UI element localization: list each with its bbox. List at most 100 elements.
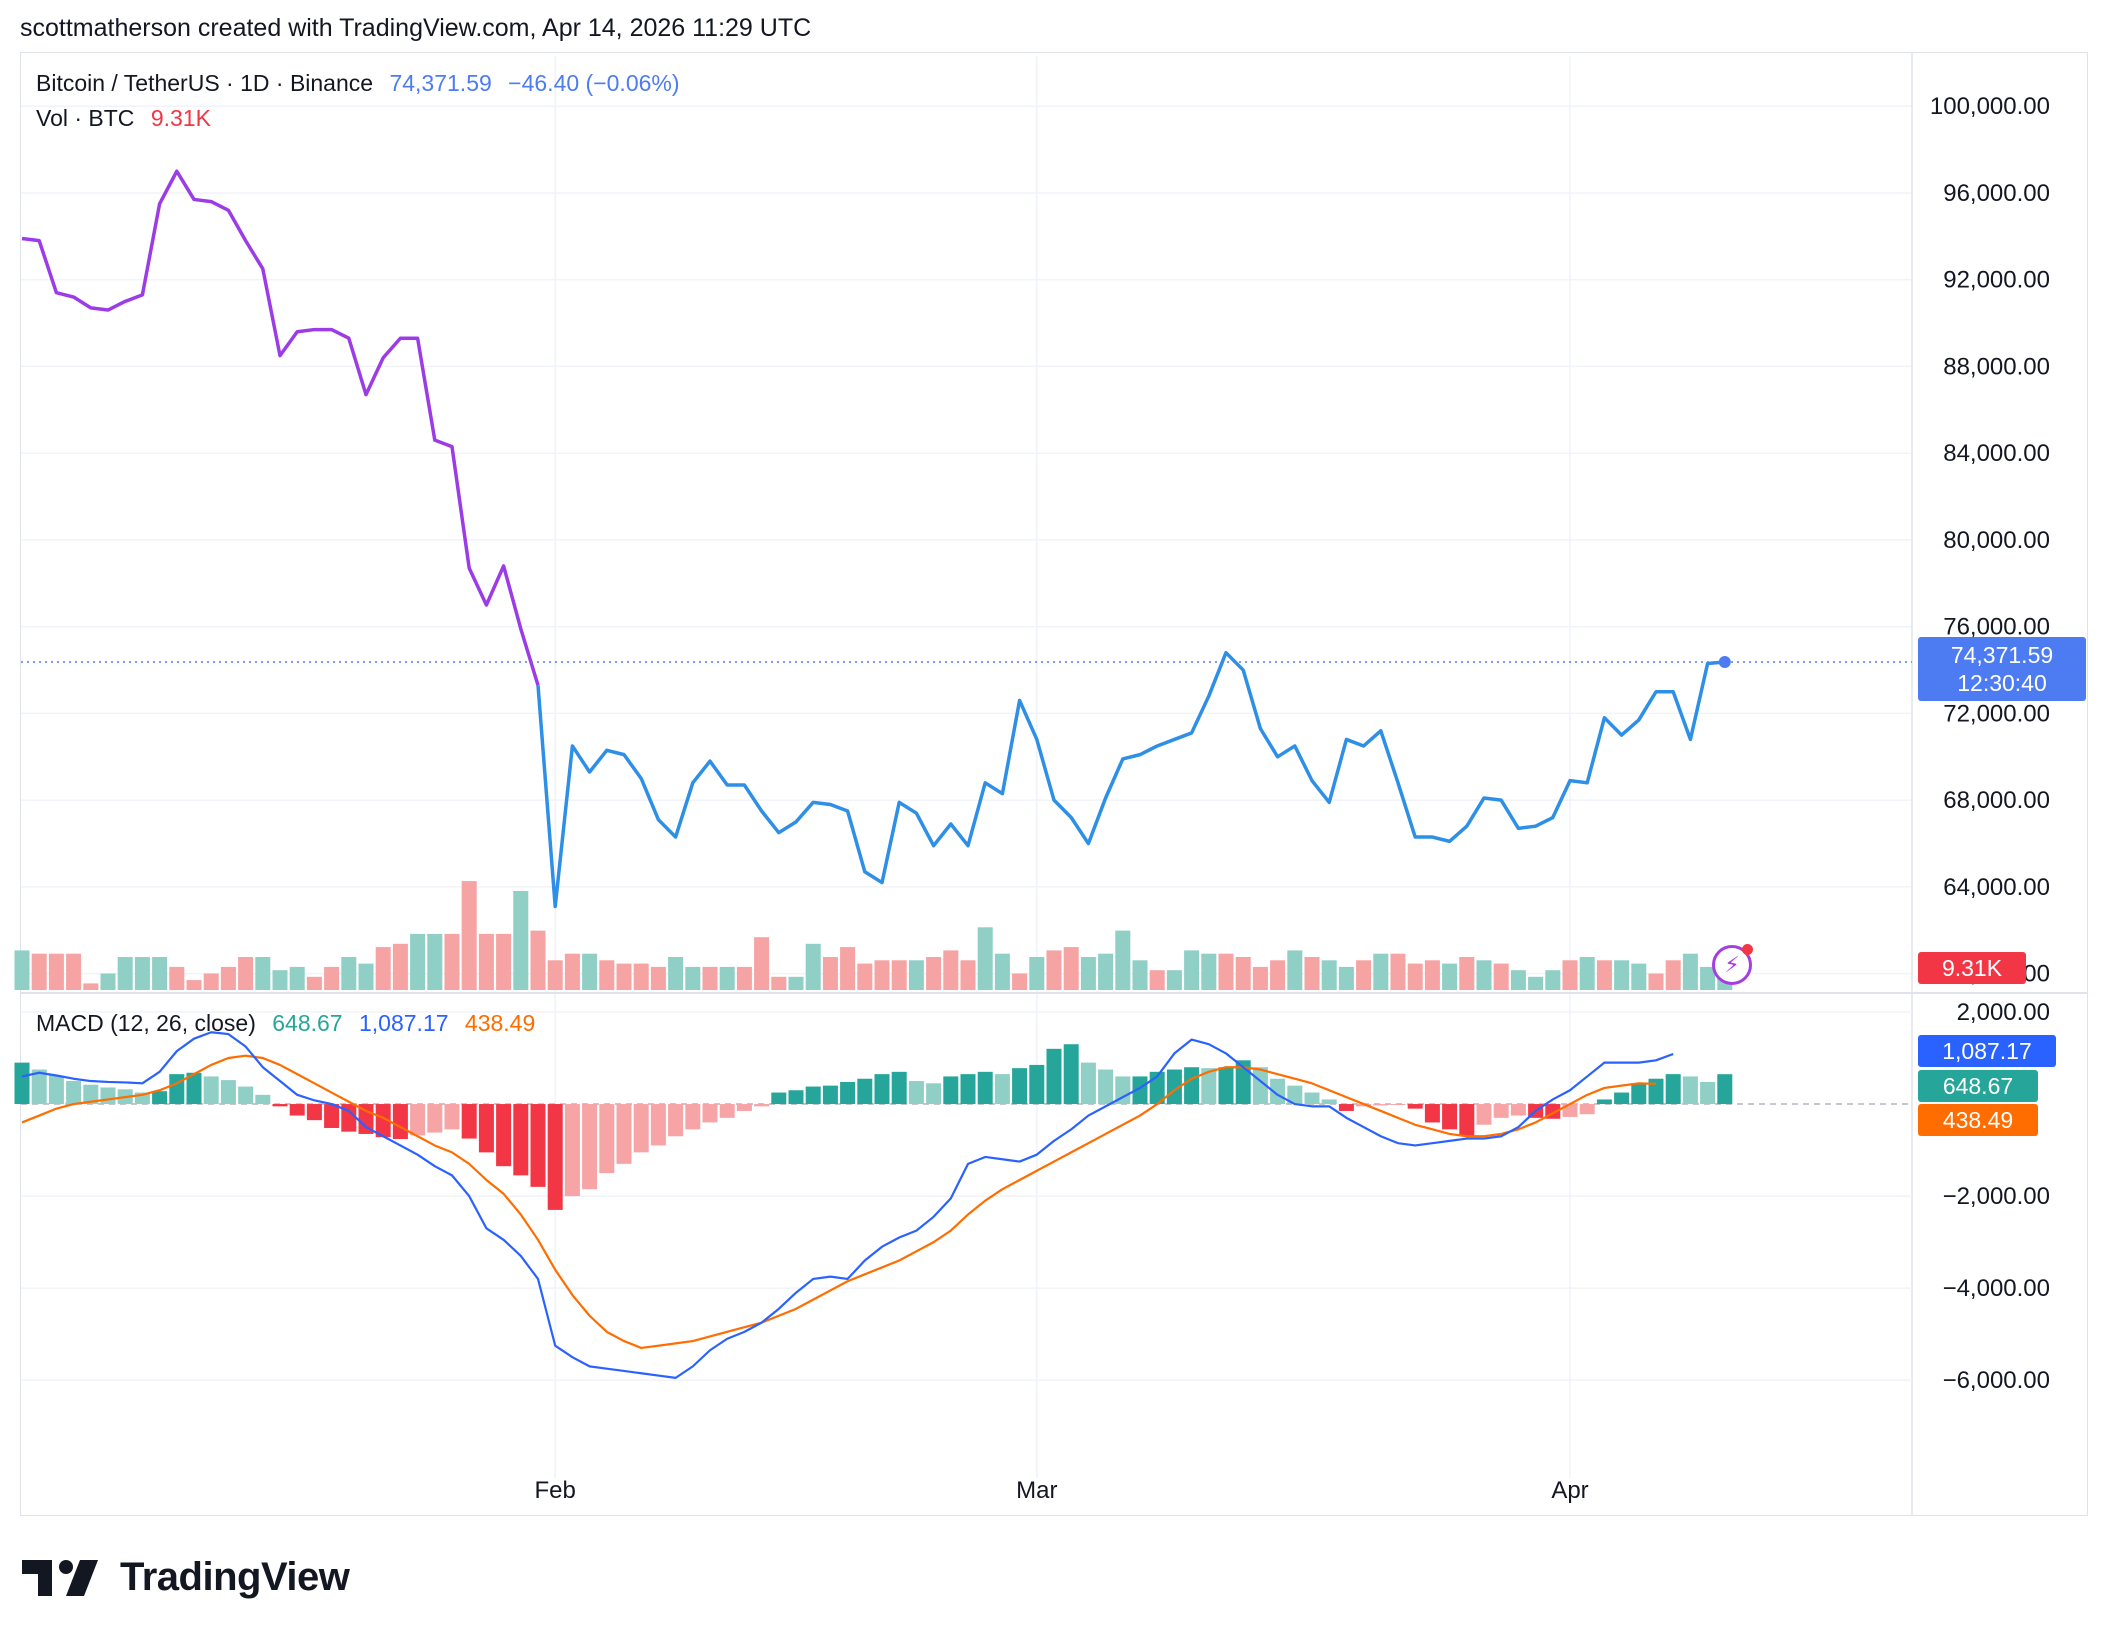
volume-bar (410, 933, 426, 990)
macd-histogram-bar (616, 1104, 632, 1164)
volume-bar (1545, 970, 1561, 990)
macd-histogram-bar (547, 1104, 563, 1210)
volume-bar (582, 953, 598, 990)
price-tick-label: 76,000.00 (1943, 614, 2050, 641)
volume-bar (736, 966, 752, 990)
macd-line-badge: 1,087.17 (1918, 1035, 2056, 1067)
macd-histogram-bar (100, 1087, 116, 1105)
macd-histogram-bar (1459, 1104, 1475, 1137)
macd-histogram-bar (444, 1104, 460, 1130)
volume-bar (805, 943, 821, 990)
macd-line (21, 1031, 1674, 1379)
macd-tick-label: −6,000.00 (1943, 1367, 2050, 1394)
volume-legend[interactable]: Vol · BTC 9.31K (36, 105, 221, 132)
macd-title[interactable]: MACD (12, 26, close) (36, 1010, 256, 1036)
price-tick-label: 64,000.00 (1943, 874, 2050, 901)
volume-bar (702, 966, 718, 990)
macd-histogram-bar (994, 1074, 1010, 1105)
macd-histogram-bar (341, 1104, 357, 1132)
volume-bar (1665, 960, 1681, 990)
volume-bar (1098, 953, 1114, 990)
macd-histogram-bar (668, 1104, 684, 1137)
price-line-early (21, 169, 540, 686)
price-line-late (536, 650, 1725, 909)
macd-histogram-bar (375, 1104, 391, 1138)
macd-histogram-bar (461, 1104, 477, 1139)
macd-tick-label: −4,000.00 (1943, 1275, 2050, 1302)
volume-bar (668, 957, 684, 990)
volume-bar (943, 950, 959, 990)
macd-histogram-bar (633, 1104, 649, 1153)
volume-bar (1562, 960, 1578, 990)
symbol-title[interactable]: Bitcoin / TetherUS · 1D · Binance (36, 70, 374, 96)
volume-bar (771, 976, 787, 990)
volume-bar (117, 957, 133, 990)
macd-signal-value: 438.49 (464, 1010, 536, 1036)
macd-histogram-bar (1338, 1104, 1354, 1111)
volume-bar (719, 966, 735, 990)
brand-logo[interactable]: TradingView (22, 1555, 350, 1600)
macd-hist-value: 648.67 (272, 1010, 343, 1036)
volume-title[interactable]: Vol · BTC (36, 105, 135, 131)
price-tick-label: 96,000.00 (1943, 180, 2050, 207)
time-tick-label: Mar (1016, 1477, 1057, 1504)
macd-histogram-bar (324, 1104, 340, 1128)
macd-histogram-bar (840, 1081, 856, 1105)
volume-bar (238, 957, 254, 990)
macd-histogram-bar (977, 1071, 993, 1105)
symbol-legend[interactable]: Bitcoin / TetherUS · 1D · Binance 74,371… (36, 70, 690, 97)
macd-histogram-bar (1063, 1044, 1079, 1105)
macd-histogram-bar (822, 1085, 838, 1105)
macd-histogram-bar (14, 1062, 30, 1105)
macd-histogram-bar (960, 1074, 976, 1105)
macd-histogram-bar (1321, 1099, 1337, 1105)
volume-bar (1424, 960, 1440, 990)
macd-histogram-bar (926, 1083, 942, 1105)
macd-histogram-bar (685, 1104, 701, 1130)
price-tick-label: 80,000.00 (1943, 527, 2050, 554)
volume-bar (1132, 960, 1148, 990)
price-tick-label: 84,000.00 (1943, 440, 2050, 467)
volume-bar (1614, 960, 1630, 990)
volume-bar (874, 960, 890, 990)
macd-histogram-bar (1700, 1081, 1716, 1105)
macd-histogram-bar (410, 1104, 426, 1136)
volume-bar (926, 957, 942, 990)
macd-histogram-bar (169, 1074, 185, 1105)
volume-bar (1218, 953, 1234, 990)
axes: 100,000.00 96,000.00 92,000.00 88,000.00 84,… (535, 93, 2050, 1504)
volume-bar (1356, 960, 1372, 990)
volume-bar (14, 950, 30, 990)
chart-frame[interactable] (20, 52, 2088, 1516)
volume-bar (616, 963, 632, 990)
macd-legend[interactable]: MACD (12, 26, close) 648.67 1,087.17 438… (36, 1010, 545, 1037)
volume-bar (754, 937, 770, 990)
volume-bar (1596, 960, 1612, 990)
volume-bar (530, 930, 546, 990)
macd-histogram-bar (891, 1071, 907, 1105)
macd-histogram-bar (48, 1075, 64, 1105)
volume-bar (1442, 963, 1458, 990)
volume-bar (1407, 963, 1423, 990)
volume-bar (392, 943, 408, 990)
macd-histogram-bar (702, 1104, 718, 1123)
macd-histogram-bar (272, 1104, 288, 1107)
macd-histogram-bar (1579, 1104, 1595, 1115)
macd-histogram-bar (238, 1086, 254, 1105)
volume-bar (633, 963, 649, 990)
volume-bar (341, 957, 357, 990)
volume-bar (1493, 963, 1509, 990)
macd-histogram-bar (1596, 1099, 1612, 1105)
macd-histogram-bar (1218, 1067, 1234, 1105)
macd-signal-badge: 438.49 (1918, 1104, 2038, 1136)
macd-histogram-bar (788, 1090, 804, 1105)
volume-bar (1166, 970, 1182, 990)
price-series (21, 169, 1912, 909)
volume-bar (1080, 957, 1096, 990)
macd-histogram-bar (186, 1072, 202, 1105)
macd-histogram-bar (1424, 1104, 1440, 1123)
volume-bar (977, 927, 993, 990)
macd-histogram-bar (1614, 1092, 1630, 1105)
macd-histogram-bar (1184, 1067, 1200, 1105)
